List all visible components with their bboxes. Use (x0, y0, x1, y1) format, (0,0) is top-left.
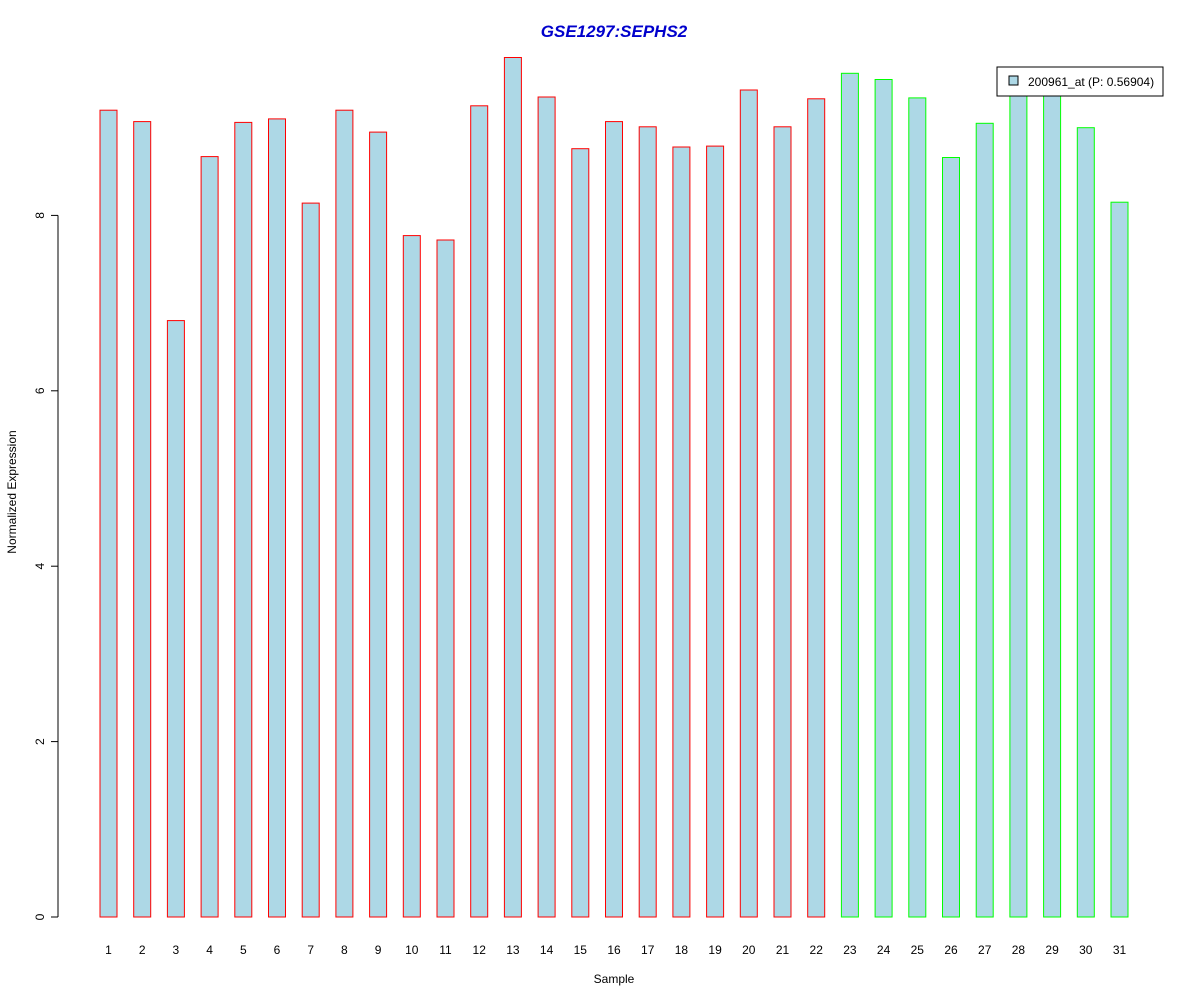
x-tick-label: 11 (439, 943, 452, 957)
bar-sample-28 (1009, 92, 1028, 918)
x-tick-label: 1 (105, 943, 112, 957)
bar-sample-22 (807, 98, 826, 918)
x-tick-label: 22 (810, 943, 824, 957)
bar-sample-31 (1110, 201, 1129, 918)
bar-sample-4 (200, 156, 219, 918)
bar-sample-27 (975, 122, 994, 918)
bar-sample-12 (470, 105, 489, 918)
y-tick-label: 4 (33, 563, 47, 570)
legend-box (996, 66, 1164, 97)
bar-sample-15 (571, 148, 590, 918)
bar-sample-6 (268, 118, 286, 918)
bar-sample-8 (335, 109, 354, 918)
bar-sample-16 (605, 121, 623, 918)
bars (99, 57, 1129, 918)
x-tick-label: 31 (1113, 943, 1127, 957)
x-tick-label: 6 (274, 943, 281, 957)
x-tick-label: 24 (877, 943, 891, 957)
chart-title: GSE1297:SEPHS2 (541, 22, 688, 41)
x-tick-label: 10 (405, 943, 419, 957)
x-tick-label: 30 (1079, 943, 1093, 957)
x-tick-label: 14 (540, 943, 554, 957)
legend-label: 200961_at (P: 0.56904) (1028, 75, 1154, 89)
x-axis-title: Sample (594, 972, 635, 986)
x-axis-tick-labels: 1 2 3 4 5 6 7 8 9 10 11 12 13 14 15 16 17 18 19 20 21 22 23 24 2… (105, 943, 1126, 957)
bar-sample-29 (1043, 92, 1062, 918)
x-tick-label: 21 (776, 943, 790, 957)
legend: 200961_at (P: 0.56904) (996, 66, 1164, 97)
bar-sample-7 (301, 202, 320, 918)
bar-sample-24 (874, 79, 893, 918)
x-tick-label: 28 (1012, 943, 1026, 957)
x-tick-label: 12 (473, 943, 487, 957)
bar-sample-25 (908, 97, 927, 918)
y-tick-label: 6 (33, 387, 47, 394)
y-axis-title: Normalized Expression (5, 430, 19, 553)
bar-sample-10 (402, 235, 421, 918)
x-tick-label: 17 (641, 943, 655, 957)
x-tick-label: 3 (173, 943, 180, 957)
y-tick-label: 2 (33, 738, 47, 745)
x-tick-label: 18 (675, 943, 689, 957)
y-tick-label: 0 (33, 913, 47, 920)
bar-sample-26 (942, 157, 960, 918)
bar-sample-11 (436, 239, 455, 918)
x-tick-label: 23 (843, 943, 857, 957)
x-tick-label: 29 (1045, 943, 1059, 957)
bar-sample-30 (1076, 127, 1095, 918)
x-tick-label: 2 (139, 943, 146, 957)
x-tick-label: 4 (206, 943, 213, 957)
x-tick-label: 7 (307, 943, 314, 957)
x-tick-label: 25 (911, 943, 925, 957)
bar-sample-19 (706, 145, 725, 918)
bar-sample-13 (503, 57, 522, 918)
bar-sample-9 (369, 131, 388, 918)
x-tick-label: 19 (708, 943, 722, 957)
bar-sample-3 (166, 320, 185, 918)
x-tick-label: 13 (506, 943, 520, 957)
bar-sample-17 (638, 126, 657, 918)
y-axis: 0 2 4 6 8 (33, 212, 59, 920)
x-tick-label: 20 (742, 943, 756, 957)
bar-sample-23 (840, 72, 859, 918)
x-tick-label: 5 (240, 943, 247, 957)
bar-sample-20 (739, 89, 758, 918)
x-tick-label: 16 (607, 943, 621, 957)
y-tick-label: 8 (33, 212, 47, 219)
x-tick-label: 27 (978, 943, 992, 957)
x-tick-label: 9 (375, 943, 382, 957)
x-tick-label: 8 (341, 943, 348, 957)
bar-sample-18 (672, 146, 691, 918)
x-tick-label: 26 (944, 943, 958, 957)
bar-sample-1 (99, 109, 118, 918)
bar-sample-5 (234, 121, 253, 918)
bar-sample-14 (537, 96, 556, 918)
bar-sample-21 (773, 126, 792, 918)
x-tick-label: 15 (574, 943, 588, 957)
bar-sample-2 (133, 121, 152, 918)
legend-swatch (1008, 75, 1019, 86)
